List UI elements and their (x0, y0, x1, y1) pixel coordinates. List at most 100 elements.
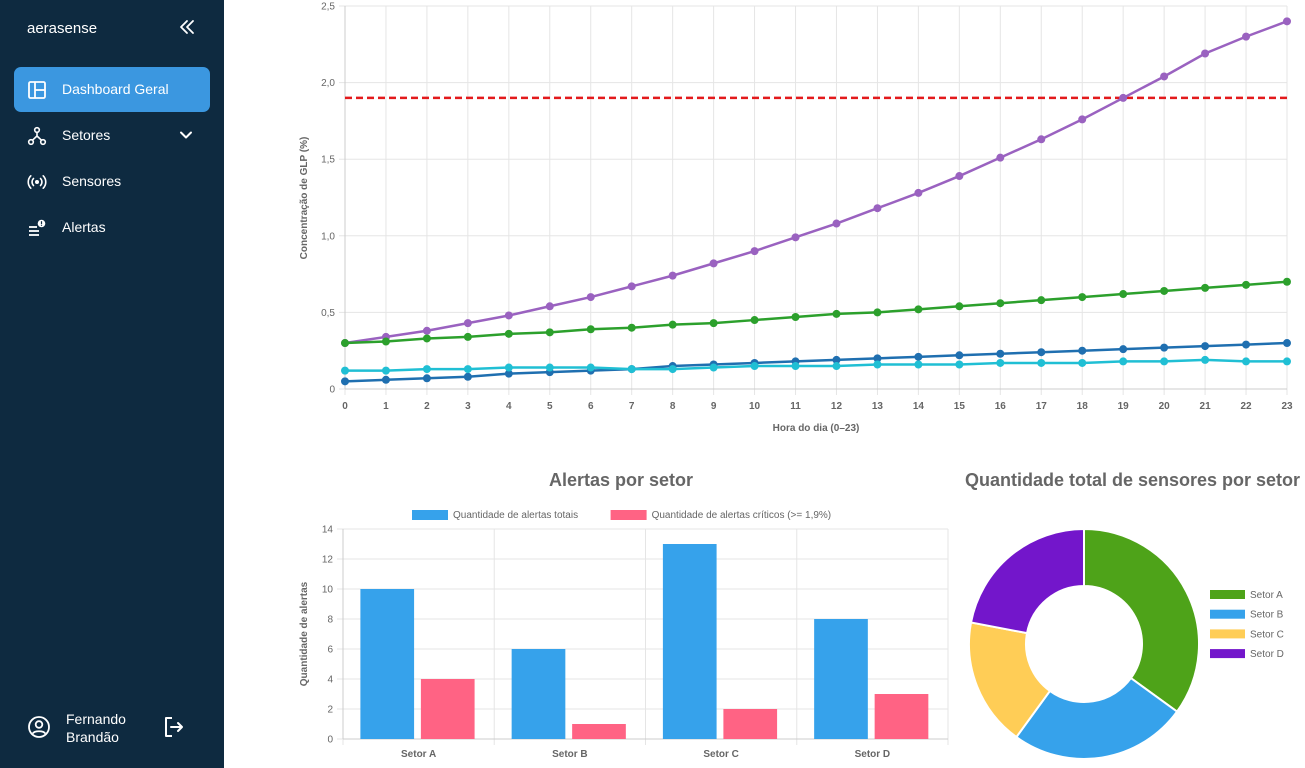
legend-label: Quantidade de alertas totais (453, 510, 578, 521)
bar (874, 694, 929, 739)
x-tick-label: 15 (954, 401, 966, 412)
data-point (1037, 135, 1046, 144)
brand-logo-text: aerasense (27, 20, 98, 37)
x-tick-label: 5 (547, 401, 553, 412)
account-circle-icon[interactable] (27, 715, 51, 739)
doughnut-slice (969, 527, 1085, 635)
sidebar-item-alertas[interactable]: Alertas (14, 205, 210, 250)
data-point (668, 365, 677, 374)
x-tick-label: 3 (465, 401, 471, 412)
data-point (1037, 348, 1046, 357)
data-point (381, 375, 390, 384)
data-point (955, 360, 964, 369)
sidebar-item-label: Setores (62, 127, 111, 143)
data-point (1201, 355, 1210, 364)
y-tick-label: 2,0 (321, 78, 335, 89)
legend-swatch (1210, 649, 1245, 659)
y-axis-title: Quantidade de alertas (299, 581, 310, 686)
data-point (914, 360, 923, 369)
series-line-4 (345, 358, 1287, 372)
data-point (996, 299, 1005, 308)
chevron-down-icon[interactable] (177, 126, 195, 144)
data-point (1078, 115, 1087, 124)
bar (511, 649, 566, 739)
data-point (709, 319, 718, 328)
y-tick-label: 4 (327, 675, 333, 686)
data-point (422, 334, 431, 343)
data-point (545, 302, 554, 311)
data-point (627, 323, 636, 332)
sidebar-item-setores[interactable]: Setores (14, 113, 210, 158)
dashboard-icon (28, 81, 46, 99)
y-tick-label: 12 (322, 555, 334, 566)
x-tick-label: Setor C (703, 749, 739, 760)
data-point (914, 305, 923, 314)
doughnut-slice (1015, 676, 1179, 760)
data-point (504, 311, 513, 320)
data-point (791, 362, 800, 371)
legend-swatch (1210, 590, 1245, 599)
y-tick-label: 14 (322, 525, 334, 536)
data-point (1160, 357, 1169, 366)
data-point (1201, 342, 1210, 351)
data-point (1201, 283, 1210, 292)
bar (360, 589, 415, 739)
x-tick-label: 14 (913, 401, 925, 412)
data-point (668, 320, 677, 329)
collapse-sidebar-icon[interactable] (177, 17, 197, 37)
bar (662, 544, 717, 739)
data-point (1037, 358, 1046, 367)
y-tick-label: 1,0 (321, 231, 335, 242)
data-point (422, 365, 431, 374)
y-tick-label: 6 (327, 645, 333, 656)
sidebar-item-sensores[interactable]: Sensores (14, 159, 210, 204)
x-tick-label: 9 (711, 401, 717, 412)
legend-swatch (610, 510, 647, 520)
data-point (1242, 340, 1251, 349)
data-point (791, 312, 800, 321)
bar (420, 679, 475, 739)
x-tick-label: 4 (506, 401, 512, 412)
data-point (341, 366, 349, 375)
data-point (709, 363, 718, 372)
data-point (1119, 345, 1128, 354)
data-point (832, 355, 841, 364)
series-line-1 (344, 20, 1288, 345)
sidebar-item-dashboard[interactable]: Dashboard Geral (14, 67, 210, 112)
legend-label: Setor C (1250, 629, 1284, 640)
x-tick-label: 8 (670, 401, 676, 412)
x-tick-label: 0 (342, 401, 348, 412)
data-point (504, 363, 513, 372)
data-point (545, 363, 554, 372)
alerts-bar-chart: Quantidade de alertas totais Quantidade d… (299, 510, 949, 760)
data-point (463, 319, 472, 328)
data-point (627, 365, 636, 374)
y-tick-label: 10 (322, 585, 334, 596)
series-line-2 (344, 280, 1288, 345)
x-tick-label: Setor D (855, 749, 891, 760)
sensor-icon (27, 175, 47, 189)
legend-label: Setor B (1250, 610, 1284, 621)
y-tick-label: 8 (327, 615, 333, 626)
sidebar: aerasense Dashboard Geral Setores Sensor… (0, 0, 224, 768)
user-profile: Fernando Brandão (27, 706, 217, 750)
x-tick-label: 21 (1200, 401, 1212, 412)
x-tick-label: Setor B (552, 749, 588, 760)
logout-icon[interactable] (162, 715, 186, 739)
sidebar-item-label: Alertas (62, 219, 106, 235)
y-axis-title: Concentração de GLP (%) (299, 137, 310, 260)
data-point (1078, 346, 1087, 355)
sidebar-item-label: Sensores (62, 173, 122, 189)
bar-chart-title: Alertas por setor (548, 470, 694, 490)
data-point (914, 352, 923, 361)
bar (572, 724, 626, 739)
data-point (422, 326, 431, 335)
y-tick-label: 0 (329, 385, 335, 396)
data-point (504, 329, 513, 338)
x-tick-label: 16 (995, 401, 1007, 412)
data-point (1078, 358, 1087, 367)
data-point (750, 316, 759, 325)
data-point (1242, 357, 1251, 366)
y-tick-label: 1,5 (321, 155, 335, 166)
y-tick-label: 0,5 (321, 308, 335, 319)
